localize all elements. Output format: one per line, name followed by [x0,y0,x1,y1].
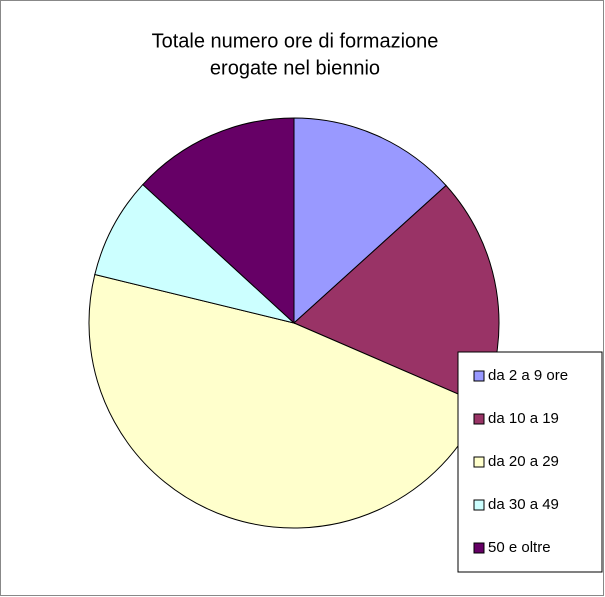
legend-swatch [473,370,485,382]
pie-slice [94,183,295,324]
legend-label: da 20 a 29 [488,453,559,470]
chart-title: Totale numero ore di formazione [152,30,439,52]
pie-slice [88,273,483,529]
pie-slice [293,117,447,325]
legend-swatch [473,499,485,511]
legend-label: da 30 a 49 [488,496,559,513]
legend-swatch [473,413,485,425]
pie-slice [142,117,295,325]
legend-swatch [473,542,485,554]
chart-title: erogate nel biennio [210,57,380,79]
legend-label: da 2 a 9 ore [488,367,568,384]
legend-swatch [473,456,485,468]
legend-label: da 10 a 19 [488,410,559,427]
legend-label: 50 e oltre [488,539,551,556]
